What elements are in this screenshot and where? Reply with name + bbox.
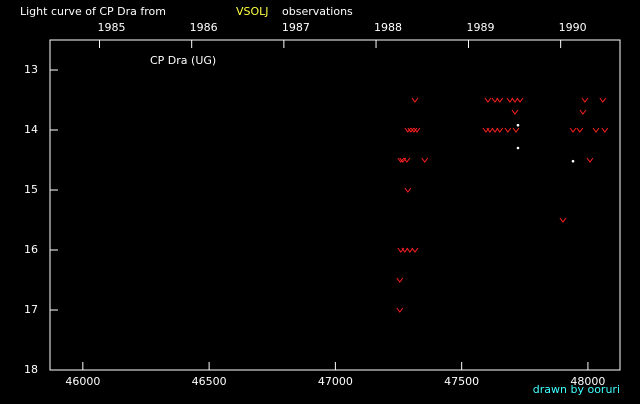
upper-limit-marker [407, 127, 415, 133]
upper-limit-marker [512, 127, 520, 133]
upper-limit-marker [397, 157, 405, 163]
title-source: VSOLJ [236, 5, 269, 18]
title-prefix: Light curve of CP Dra from [20, 5, 166, 18]
upper-limit-marker [569, 127, 577, 133]
y-tick-label: 15 [24, 183, 38, 196]
title-suffix: observations [282, 5, 353, 18]
x2-tick-label: 1988 [374, 21, 402, 34]
upper-limit-marker [599, 97, 607, 103]
y-tick-label: 13 [24, 63, 38, 76]
upper-limit-marker [601, 127, 609, 133]
y-tick-label: 17 [24, 303, 38, 316]
upper-limit-marker [579, 109, 587, 115]
x2-tick-label: 1985 [97, 21, 125, 34]
upper-limit-marker [411, 247, 419, 253]
upper-limit-marker [491, 97, 499, 103]
upper-limit-marker [516, 97, 524, 103]
upper-limit-marker [491, 127, 499, 133]
upper-limit-marker [586, 157, 594, 163]
x2-tick-label: 1990 [559, 21, 587, 34]
upper-limit-marker [511, 97, 519, 103]
x-tick-label: 47500 [444, 375, 479, 388]
observation-point [516, 123, 520, 127]
x2-tick-label: 1989 [466, 21, 494, 34]
plot-frame [49, 39, 621, 371]
upper-limit-marker [511, 109, 519, 115]
x-tick-label: 48000 [570, 375, 605, 388]
upper-limit-marker [406, 247, 414, 253]
star-label: CP Dra (UG) [150, 54, 216, 67]
x-tick-label: 46000 [65, 375, 100, 388]
upper-limit-marker [401, 247, 409, 253]
upper-limit-marker [581, 97, 589, 103]
upper-limit-marker [484, 97, 492, 103]
upper-limit-marker [413, 127, 421, 133]
observation-point [571, 159, 575, 163]
upper-limit-marker [410, 127, 418, 133]
upper-limit-marker [403, 157, 411, 163]
y-tick-label: 18 [24, 363, 38, 376]
x2-tick-label: 1986 [190, 21, 218, 34]
upper-limit-marker [506, 97, 514, 103]
upper-limit-marker [486, 127, 494, 133]
upper-limit-marker [411, 97, 419, 103]
y-tick-label: 16 [24, 243, 38, 256]
credit: drawn by ooruri [533, 383, 620, 396]
x-tick-label: 46500 [192, 375, 227, 388]
upper-limit-marker [576, 127, 584, 133]
upper-limit-marker [404, 187, 412, 193]
upper-limit-marker [504, 127, 512, 133]
upper-limit-marker [396, 277, 404, 283]
upper-limit-marker [404, 127, 412, 133]
y-tick-label: 14 [24, 123, 38, 136]
x2-tick-label: 1987 [282, 21, 310, 34]
upper-limit-marker [592, 127, 600, 133]
upper-limit-marker [396, 307, 404, 313]
observation-point [516, 146, 520, 150]
upper-limit-marker [496, 97, 504, 103]
x-tick-label: 47000 [318, 375, 353, 388]
upper-limit-marker [496, 127, 504, 133]
upper-limit-marker [559, 217, 567, 223]
upper-limit-marker [421, 157, 429, 163]
